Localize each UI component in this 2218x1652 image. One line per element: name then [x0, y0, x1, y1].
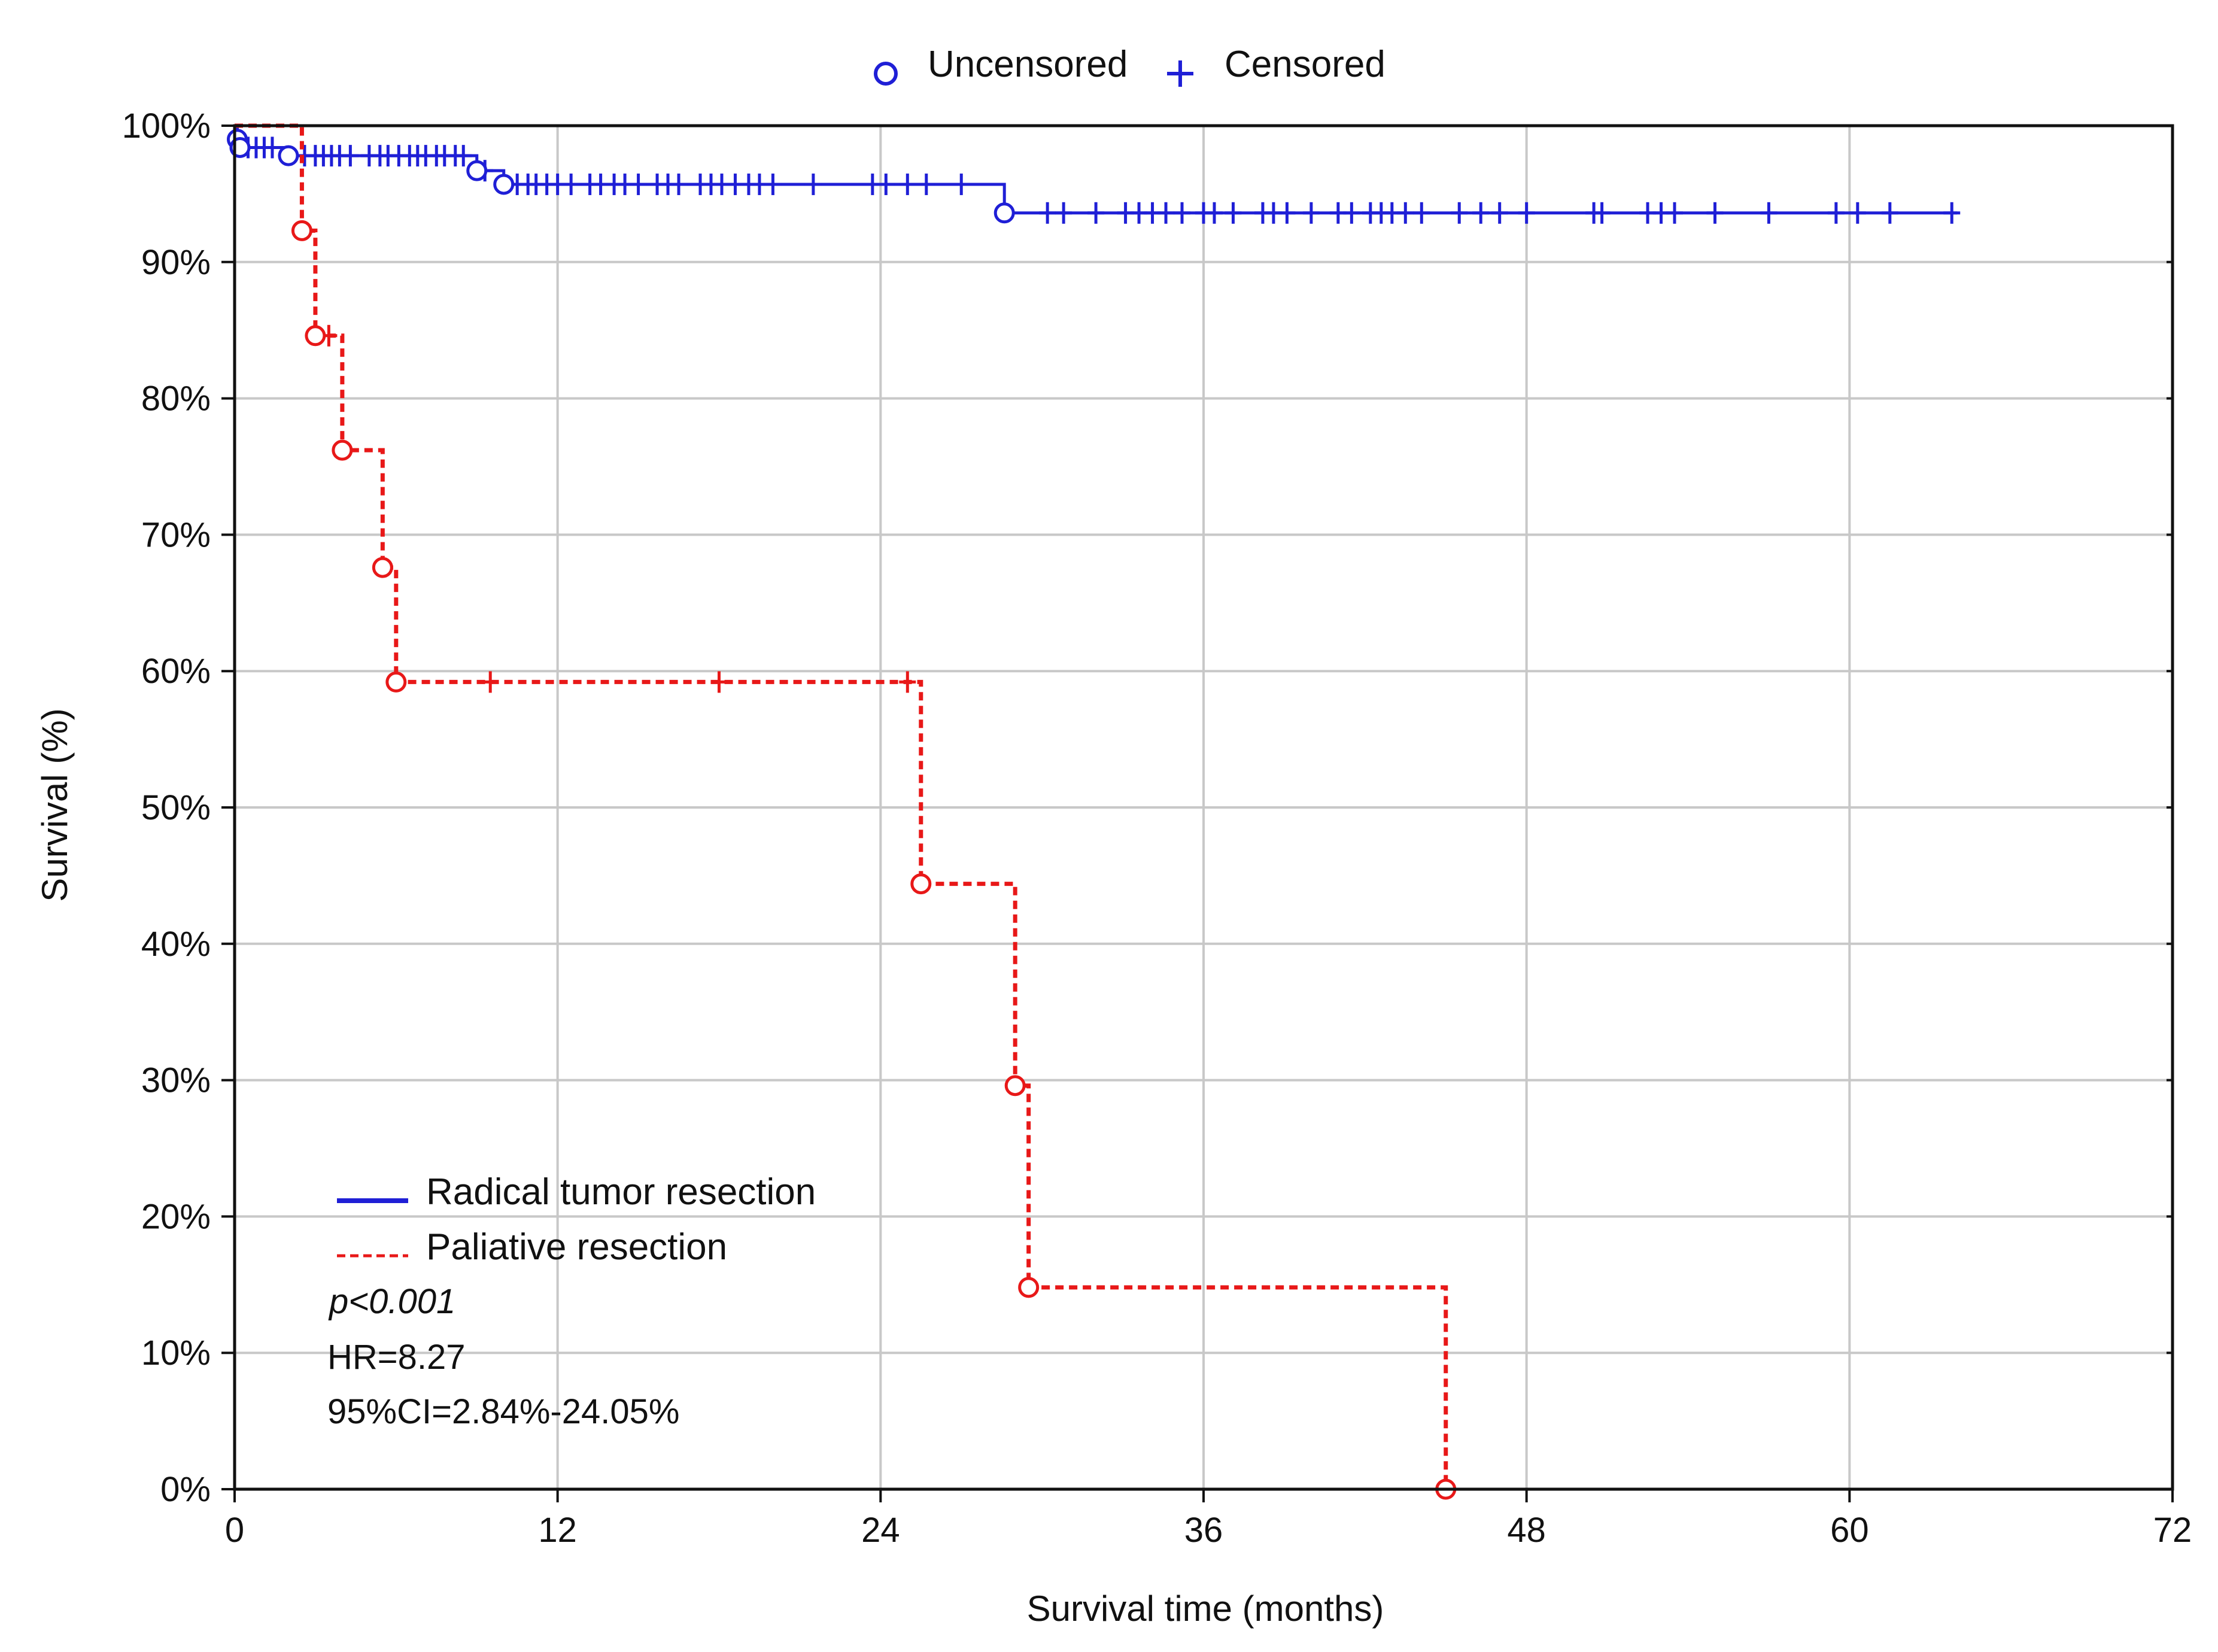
censored-marker	[1491, 202, 1508, 224]
censored-marker	[804, 173, 822, 195]
event-marker	[493, 174, 515, 195]
censored-marker	[1302, 202, 1320, 224]
censored-marker	[899, 671, 916, 693]
censored-marker	[1518, 202, 1535, 224]
tick-labels: 0 12 24 36 48 60 72 0% 10% 20% 30% 40% 50% 60% 70% 80% 9…	[122, 107, 2192, 1550]
plot-border	[233, 124, 2174, 1491]
censored-marker	[1087, 202, 1105, 224]
censored-marker	[877, 173, 895, 195]
paliative-legend-label: Paliative resection	[426, 1226, 727, 1268]
censored-marker	[1706, 202, 1724, 224]
series-group	[235, 123, 1457, 1500]
event-marker	[278, 145, 299, 166]
x-axis-title: Survival time (months)	[1027, 1589, 1384, 1629]
x-tick-label: 24	[861, 1511, 900, 1550]
censored-marker	[342, 145, 359, 167]
event-marker	[993, 202, 1015, 224]
censored-marker-icon	[1167, 60, 1193, 87]
y-tick-label: 30%	[141, 1061, 211, 1100]
series-group	[226, 124, 1961, 224]
confidence-interval-text: 95%CI=2.84%-24.05%	[327, 1392, 679, 1431]
censored-marker	[1205, 202, 1223, 224]
censored-marker	[764, 173, 782, 195]
censored-marker	[710, 671, 728, 693]
censored-legend-label: Censored	[1225, 44, 1386, 85]
x-tick-label: 36	[1184, 1511, 1223, 1550]
hazard-ratio-text: HR=8.27	[327, 1338, 466, 1377]
x-tick-label: 72	[2153, 1511, 2192, 1550]
censored-marker	[563, 173, 580, 195]
censored-marker	[899, 173, 916, 195]
censored-marker	[1343, 202, 1360, 224]
censored-marker	[1225, 202, 1242, 224]
event-marker	[466, 160, 488, 181]
censored-marker	[1881, 202, 1898, 224]
marker-legend: Uncensored Censored	[874, 44, 1386, 87]
x-tick-label: 12	[538, 1511, 577, 1550]
y-tick-label: 70%	[141, 515, 211, 554]
censored-marker	[1174, 202, 1191, 224]
y-tick-label: 50%	[141, 788, 211, 827]
series-line	[235, 123, 1448, 1489]
censored-marker	[263, 136, 281, 159]
y-tick-label: 0%	[160, 1470, 211, 1509]
censored-marker	[1039, 202, 1056, 224]
censored-marker	[1157, 202, 1175, 224]
event-marker	[305, 325, 326, 347]
censored-marker	[630, 173, 647, 195]
censored-marker	[1278, 202, 1296, 224]
y-tick-label: 90%	[141, 243, 211, 282]
y-tick-label: 10%	[141, 1334, 211, 1372]
statistics-annotation: p<0.001 HR=8.27 95%CI=2.84%-24.05%	[327, 1282, 679, 1431]
censored-marker	[1451, 202, 1468, 224]
event-marker	[372, 557, 393, 578]
y-tick-label: 40%	[141, 925, 211, 964]
plot-frame	[221, 124, 2174, 1502]
event-marker	[1004, 1075, 1026, 1097]
x-tick-label: 48	[1507, 1511, 1546, 1550]
censored-marker	[1849, 202, 1866, 224]
censored-marker	[1397, 202, 1414, 224]
x-tick-label: 0	[225, 1511, 244, 1550]
censored-marker	[1666, 202, 1684, 224]
censored-marker	[1413, 202, 1430, 224]
event-marker	[291, 220, 312, 241]
series-legend: Radical tumor resection Paliative resect…	[337, 1171, 816, 1268]
series-layer	[226, 123, 1961, 1500]
censored-marker	[1055, 202, 1072, 224]
censored-marker	[1760, 202, 1778, 224]
y-tick-label: 80%	[141, 379, 211, 418]
event-marker	[332, 439, 353, 461]
censored-marker	[1943, 202, 1961, 224]
y-tick-label: 100%	[122, 107, 211, 145]
event-marker	[385, 671, 407, 693]
grid-lines	[235, 126, 2173, 1489]
censored-marker	[455, 145, 472, 167]
censored-marker	[482, 671, 499, 693]
censored-marker	[1827, 202, 1845, 224]
x-tick-label: 60	[1830, 1511, 1869, 1550]
uncensored-marker-icon	[874, 62, 898, 86]
y-axis-title: Survival (%)	[35, 708, 75, 901]
censored-marker	[917, 173, 935, 195]
censored-marker	[953, 173, 970, 195]
censored-marker	[1593, 202, 1611, 224]
p-value-text: p<0.001	[328, 1282, 455, 1321]
event-marker	[1018, 1277, 1040, 1298]
radical-legend-label: Radical tumor resection	[426, 1171, 816, 1213]
y-tick-label: 20%	[141, 1197, 211, 1236]
event-marker	[910, 873, 932, 895]
censored-marker	[670, 173, 688, 195]
uncensored-legend-label: Uncensored	[928, 44, 1128, 85]
censored-marker	[1472, 202, 1490, 224]
y-tick-label: 60%	[141, 652, 211, 691]
